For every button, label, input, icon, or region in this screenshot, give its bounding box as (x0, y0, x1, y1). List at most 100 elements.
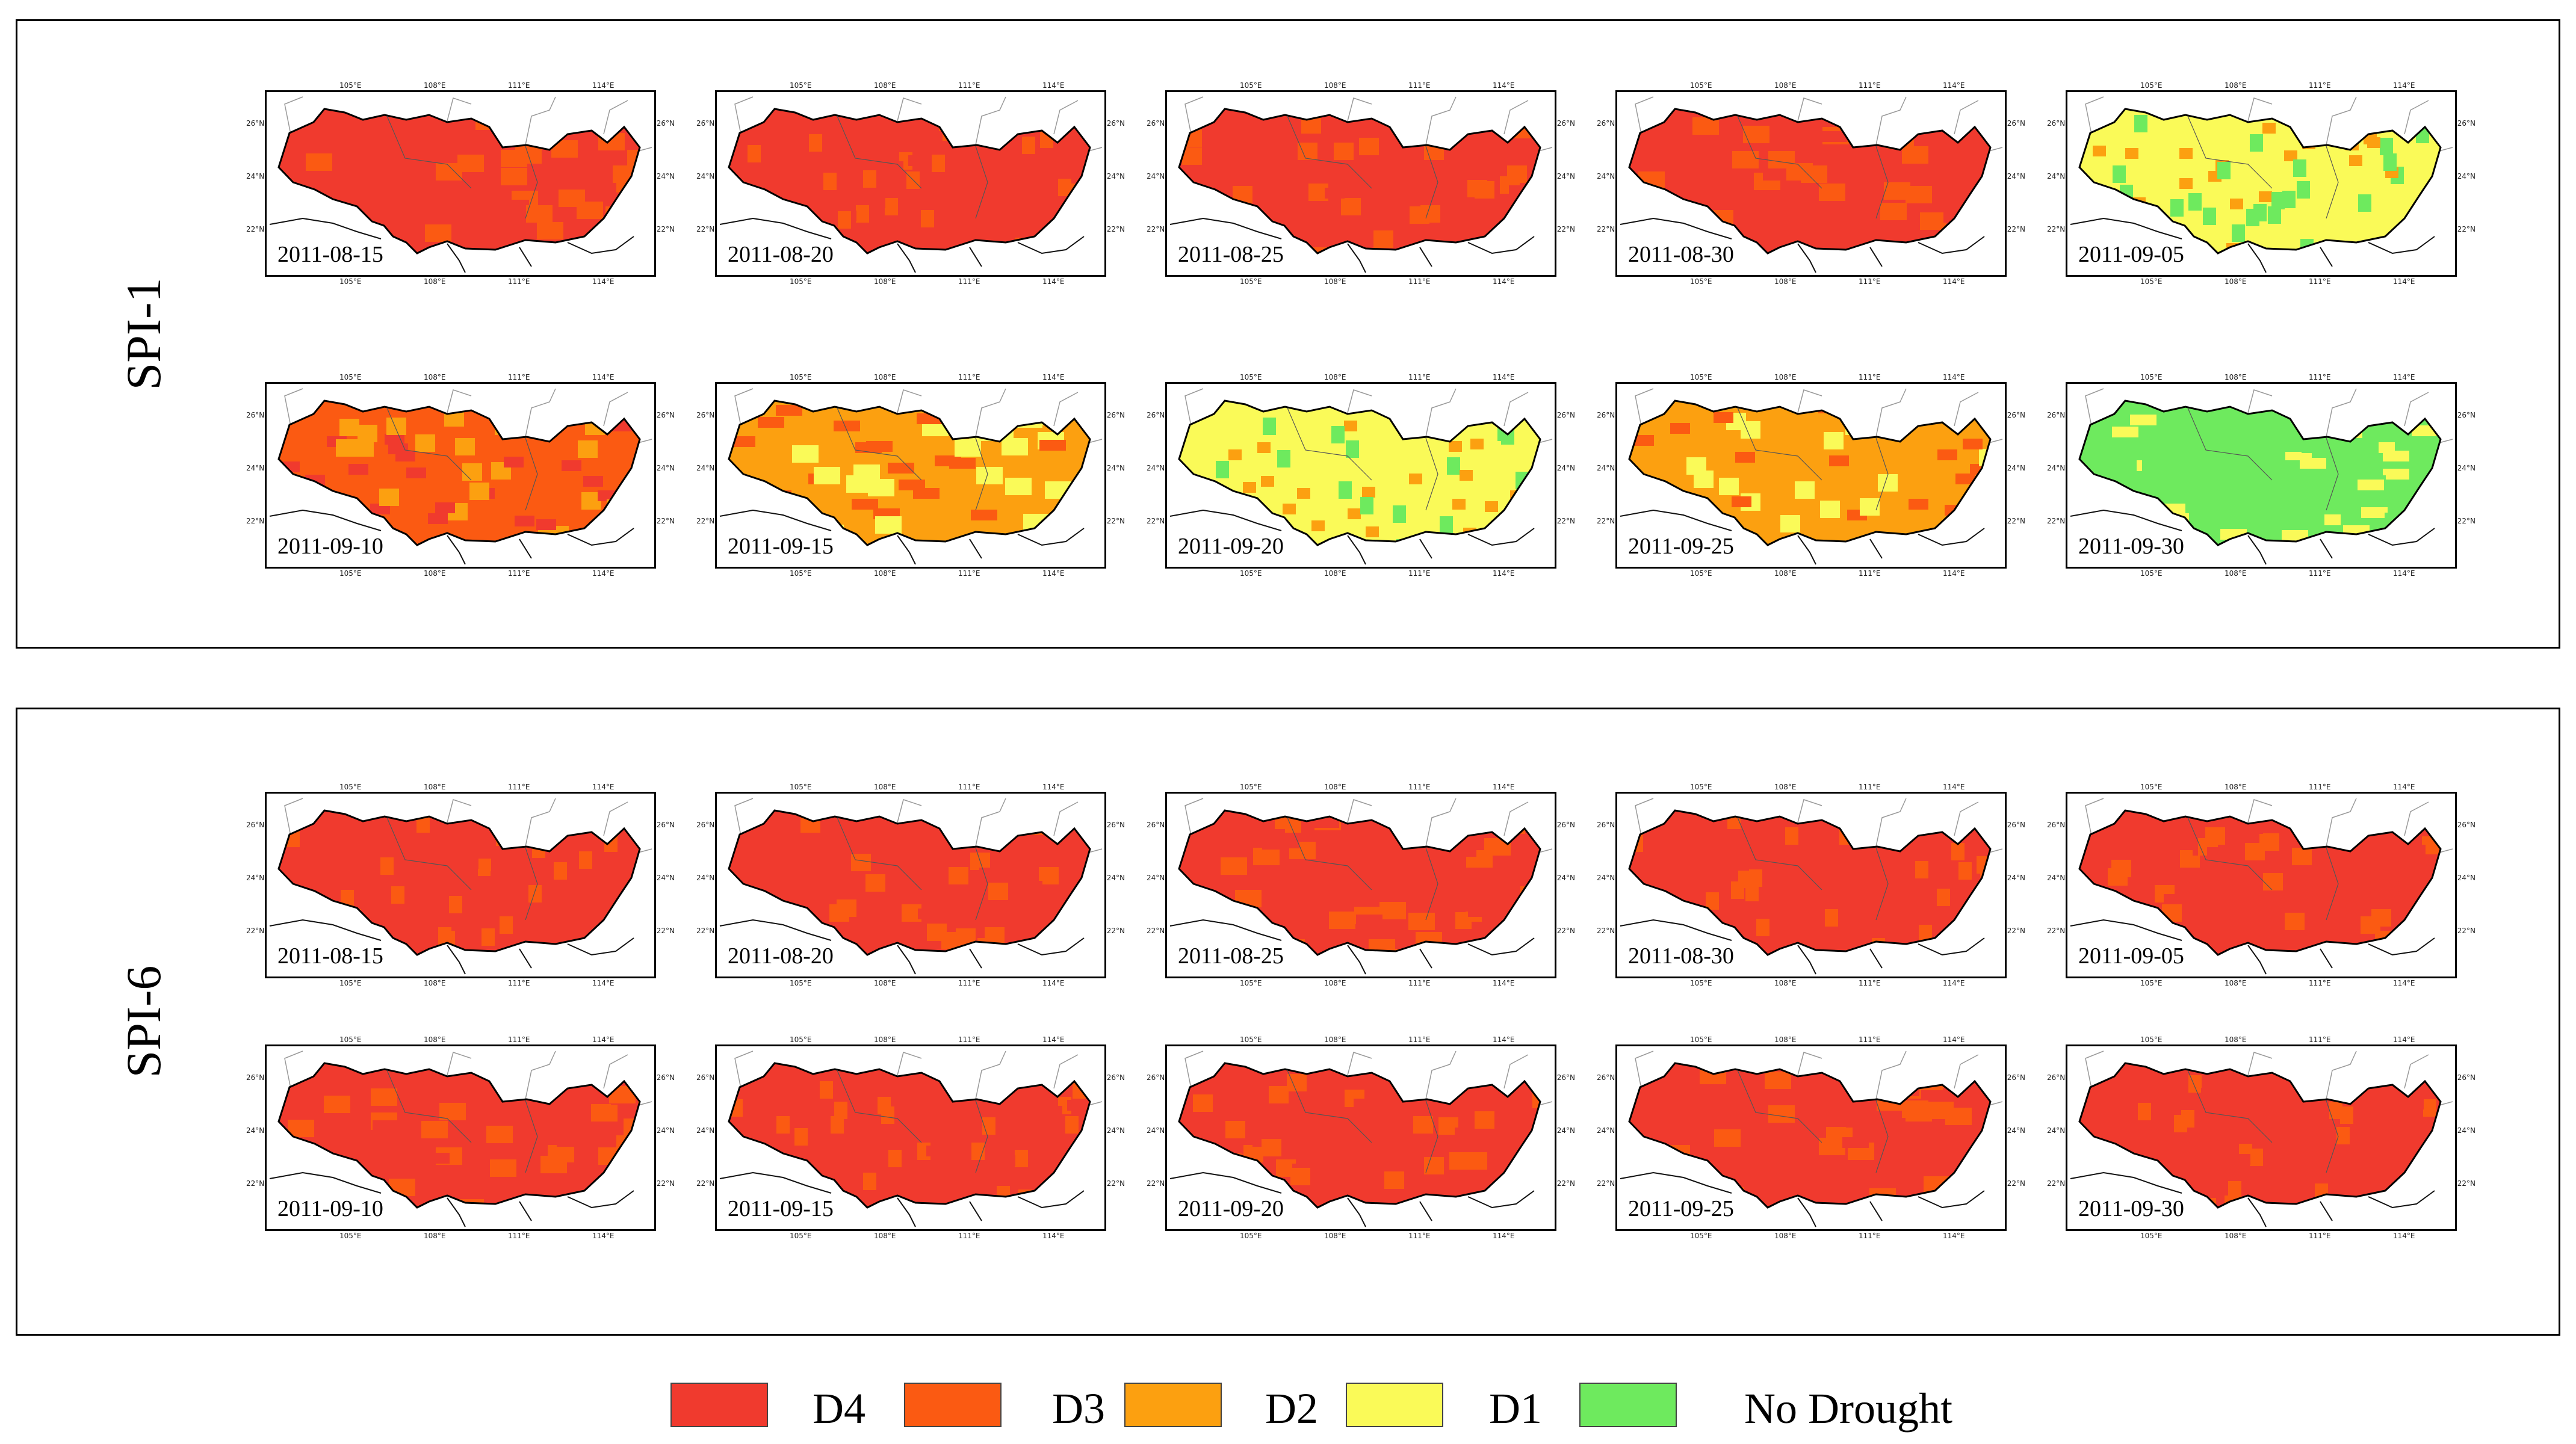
drought-cell (1777, 1162, 1804, 1173)
province-boundary (1635, 96, 2003, 153)
drought-cell (491, 871, 504, 882)
lat-tick-left: 22°N (696, 927, 715, 935)
drought-cell (551, 140, 578, 158)
drought-cell (1745, 884, 1759, 901)
map-tile: 2011-08-15 105°E 105°E 108°E 108°E 111°E 111°E… (246, 81, 675, 286)
drought-cell (358, 425, 377, 442)
drought-cell (638, 1091, 640, 1108)
drought-cell (598, 133, 625, 150)
drought-cell (1198, 497, 1211, 514)
drought-cell (638, 227, 640, 244)
drought-cell (415, 868, 428, 878)
drought-cell (2282, 530, 2308, 541)
lat-tick-left: 24°N (246, 1126, 265, 1135)
drought-cell (2311, 1084, 2324, 1101)
lon-tick-bottom: 105°E (2140, 979, 2163, 987)
lon-tick-top: 114°E (592, 783, 615, 791)
lon-tick-top: 111°E (2309, 783, 2331, 791)
drought-region-map (269, 388, 652, 565)
drought-cell (2125, 1138, 2138, 1149)
drought-cell (536, 519, 556, 530)
drought-cell (1458, 201, 1478, 212)
drought-cell (1298, 143, 1317, 160)
drought-cell (1243, 482, 1256, 493)
drought-cell (1920, 212, 1946, 230)
drought-cell (1328, 1164, 1348, 1174)
drought-cell (1259, 829, 1285, 840)
map-tile: 2011-08-20 105°E 105°E 108°E 108°E 111°E 111°E… (696, 81, 1125, 286)
province-boundary-inner (386, 1070, 538, 1173)
drought-cell (888, 1150, 902, 1167)
basin-outline (728, 108, 1091, 255)
drought-cell (2292, 848, 2312, 865)
drought-region-map (1169, 1051, 1553, 1227)
basin-outline (1178, 809, 1541, 956)
lat-tick-right: 24°N (1556, 1126, 1575, 1135)
drought-cell (1071, 191, 1084, 202)
panel-label-spi-6: SPI-6 (116, 965, 171, 1078)
map-date-label: 2011-09-30 (2078, 534, 2184, 559)
drought-cell (2112, 427, 2138, 437)
drought-cell (2438, 1138, 2441, 1155)
drought-cell (560, 1122, 587, 1132)
lon-tick-top: 111°E (1859, 373, 1881, 381)
drought-cell (397, 910, 410, 921)
drought-cell (1182, 1150, 1202, 1167)
lat-tick-left: 22°N (2047, 927, 2066, 935)
drought-cell (1357, 1193, 1377, 1203)
lon-tick-top: 108°E (2225, 81, 2247, 90)
drought-cell (2089, 226, 2102, 237)
drought-cell (1002, 438, 1028, 455)
lat-tick-right: 26°N (2457, 1073, 2475, 1082)
drought-cell (823, 173, 837, 190)
province-boundary-inner (1737, 116, 1889, 219)
lat-tick-right: 26°N (656, 119, 675, 128)
lat-tick-left: 24°N (1147, 1126, 1165, 1135)
lat-tick-right: 24°N (656, 1126, 675, 1135)
lon-tick-bottom: 111°E (2309, 979, 2331, 987)
lat-tick-right: 24°N (1106, 464, 1125, 472)
drought-cell (426, 902, 439, 913)
lon-tick-top: 105°E (1690, 783, 1712, 791)
drought-cell (856, 205, 869, 223)
lon-tick-bottom: 114°E (2393, 1232, 2415, 1240)
drought-cell (2371, 909, 2391, 927)
lon-tick-bottom: 105°E (790, 277, 812, 286)
province-boundary (2085, 798, 2453, 854)
drought-cell (1958, 862, 1972, 880)
drought-cell (1644, 1107, 1670, 1118)
drought-cell (625, 226, 640, 237)
drought-cell (1071, 906, 1090, 923)
drought-cell (2329, 1102, 2342, 1119)
lat-tick-right: 24°N (2457, 874, 2475, 882)
drought-cell (1447, 457, 1460, 475)
lon-tick-top: 105°E (1690, 1035, 1712, 1044)
drought-cell (554, 862, 567, 880)
drought-cell (1860, 402, 1880, 419)
lat-tick-right: 26°N (2457, 411, 2475, 419)
lat-tick-right: 26°N (1556, 411, 1575, 419)
drought-cell (415, 434, 435, 452)
drought-cell (503, 200, 529, 211)
lon-tick-top: 108°E (1324, 81, 1346, 90)
lon-tick-bottom: 111°E (508, 277, 530, 286)
drought-cell (521, 1196, 547, 1207)
coastline (269, 509, 634, 565)
drought-cell (2315, 1183, 2328, 1201)
province-boundary (734, 1051, 1103, 1107)
basin-outline (2078, 108, 2442, 255)
drought-cell (501, 150, 527, 167)
drought-cell (2259, 191, 2272, 202)
drought-cell (921, 210, 934, 227)
lon-tick-top: 108°E (424, 81, 446, 90)
lon-tick-top: 111°E (958, 81, 980, 90)
lon-tick-top: 108°E (2225, 1035, 2247, 1044)
drought-cell (339, 419, 359, 436)
coastline (1169, 509, 1535, 565)
province-boundary (1635, 1051, 2003, 1107)
drought-cell (1366, 526, 1379, 537)
lon-tick-top: 105°E (790, 81, 812, 90)
map-date-label: 2011-08-25 (1178, 943, 1284, 969)
drought-cell (1274, 173, 1294, 184)
drought-cell (1221, 857, 1247, 875)
